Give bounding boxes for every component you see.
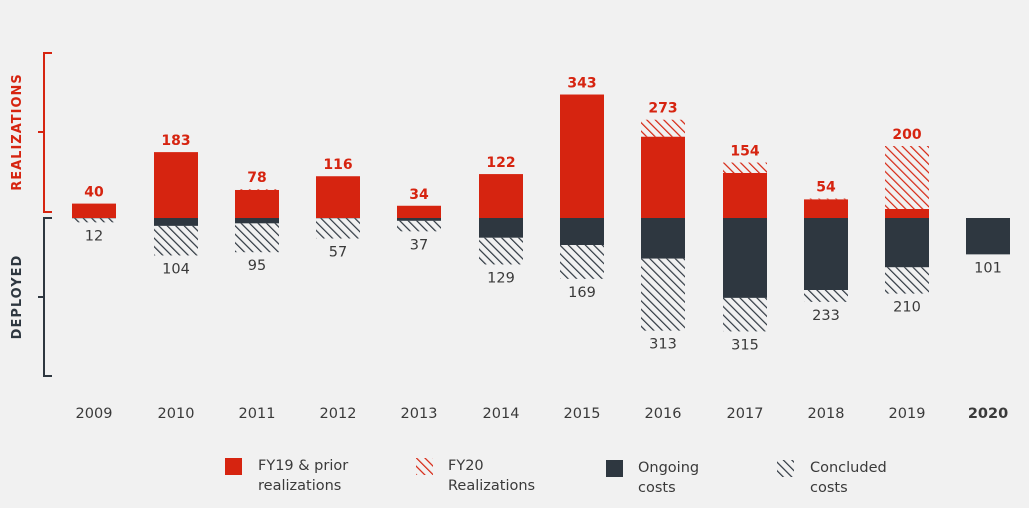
bar-ongoing-2016	[641, 218, 685, 259]
deployed-total-2020: 101	[974, 260, 1002, 276]
year-label-2011: 2011	[239, 406, 276, 422]
deployed-total-2012: 57	[329, 245, 347, 261]
year-label-2013: 2013	[401, 406, 438, 422]
year-label-2020: 2020	[968, 406, 1008, 422]
bar-ongoing-2011	[235, 218, 279, 224]
bar-ongoing-2018	[804, 218, 848, 290]
bar-fy19-prior-2012	[316, 176, 360, 218]
bar-fy20-2019	[885, 146, 929, 209]
realization-total-2013: 34	[409, 187, 429, 203]
realization-total-2018: 54	[816, 180, 836, 196]
bar-concluded-2019	[885, 267, 929, 294]
bar-concluded-2010	[154, 225, 198, 256]
bar-ongoing-2013	[397, 218, 441, 221]
deployed-total-2009: 12	[85, 228, 103, 244]
legend-swatch-fy20	[416, 458, 433, 475]
bar-fy19-prior-2018	[804, 199, 848, 218]
realization-total-2016: 273	[648, 101, 677, 117]
bar-concluded-2011	[235, 223, 279, 253]
bar-fy19-prior-2009	[72, 203, 116, 218]
bar-fy20-2016	[641, 119, 685, 137]
legend-label-fy19: FY19 & prior realizations	[258, 458, 349, 494]
bar-concluded-2013	[397, 220, 441, 232]
bar-concluded-2017	[723, 297, 767, 332]
bar-concluded-2018	[804, 290, 848, 302]
deployed-total-2015: 169	[568, 285, 596, 301]
realization-total-2010: 183	[161, 133, 190, 149]
bar-fy19-prior-2019	[885, 209, 929, 218]
legend-swatch-ongoing	[606, 460, 623, 477]
year-label-2019: 2019	[889, 406, 926, 422]
bar-fy19-prior-2013	[397, 205, 441, 218]
deployed-total-2017: 315	[731, 337, 759, 353]
legend-swatch-concluded	[777, 460, 794, 477]
bar-fy20-2011	[235, 189, 279, 190]
deployed-total-2018: 233	[812, 308, 840, 324]
legend-swatch-fy19	[225, 458, 242, 475]
deployed-total-2013: 37	[410, 237, 428, 253]
year-label-2018: 2018	[808, 406, 845, 422]
realization-total-2017: 154	[730, 144, 759, 160]
deployed-total-2010: 104	[162, 261, 190, 277]
realization-total-2019: 200	[892, 127, 921, 143]
year-label-2012: 2012	[320, 406, 357, 422]
deployed-total-2014: 129	[487, 270, 515, 286]
bars-group	[72, 94, 1010, 332]
bar-fy20-2018	[804, 198, 848, 200]
year-label-2009: 2009	[76, 406, 113, 422]
legend-label-ongoing: Ongoing costs	[638, 460, 700, 496]
realization-total-2011: 78	[247, 170, 266, 186]
realization-total-2009: 40	[84, 185, 104, 201]
year-label-2016: 2016	[645, 406, 682, 422]
bar-ongoing-2019	[885, 218, 929, 268]
deployed-total-2019: 210	[893, 300, 921, 316]
bar-ongoing-2015	[560, 218, 604, 245]
deployed-total-2011: 95	[248, 258, 266, 274]
realizations-axis-label: REALIZATIONS	[10, 73, 25, 191]
bar-fy19-prior-2016	[641, 136, 685, 218]
realization-total-2015: 343	[567, 76, 596, 92]
bar-fy19-prior-2017	[723, 173, 767, 218]
bar-concluded-2014	[479, 237, 523, 265]
bar-fy19-prior-2015	[560, 94, 604, 218]
bar-fy19-prior-2011	[235, 189, 279, 218]
bar-concluded-2015	[560, 245, 604, 279]
bar-concluded-2016	[641, 258, 685, 331]
year-label-2015: 2015	[564, 406, 601, 422]
bar-fy20-2017	[723, 162, 767, 173]
bar-fy19-prior-2014	[479, 174, 523, 218]
deployed-axis-label: DEPLOYED	[10, 255, 25, 340]
realizations-bracket	[38, 52, 52, 213]
bar-ongoing-2020	[966, 218, 1010, 255]
realization-total-2012: 116	[323, 157, 352, 173]
bar-ongoing-2010	[154, 218, 198, 226]
year-label-2014: 2014	[483, 406, 520, 422]
year-label-2010: 2010	[158, 406, 195, 422]
bar-concluded-2012	[316, 218, 360, 239]
legend-label-fy20: FY20 Realizations	[448, 458, 536, 494]
bar-fy19-prior-2010	[154, 152, 198, 218]
deployed-bracket	[38, 217, 52, 377]
bar-ongoing-2014	[479, 218, 523, 238]
bar-ongoing-2017	[723, 218, 767, 298]
legend-label-concluded: Concluded costs	[810, 460, 887, 496]
bar-concluded-2009	[72, 218, 116, 223]
labels-group: 40 12 2009 183 104 2010 78 95 2011 116 57 2012 34 37 2…	[76, 76, 1009, 422]
deployed-total-2016: 313	[649, 337, 677, 353]
year-label-2017: 2017	[727, 406, 764, 422]
realization-total-2014: 122	[486, 155, 515, 171]
